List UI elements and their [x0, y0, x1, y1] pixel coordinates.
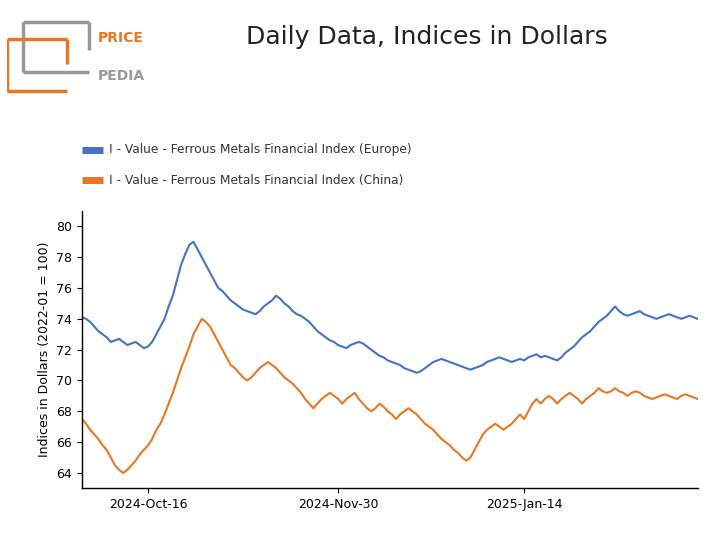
- Text: PEDIA: PEDIA: [98, 69, 145, 83]
- Text: PRICE: PRICE: [98, 31, 144, 45]
- Text: I - Value - Ferrous Metals Financial Index (China): I - Value - Ferrous Metals Financial Ind…: [109, 174, 403, 187]
- Text: Daily Data, Indices in Dollars: Daily Data, Indices in Dollars: [246, 25, 608, 49]
- Text: I - Value - Ferrous Metals Financial Index (Europe): I - Value - Ferrous Metals Financial Ind…: [109, 143, 412, 157]
- Y-axis label: Indices in Dollars (2022-01 = 100): Indices in Dollars (2022-01 = 100): [38, 242, 51, 457]
